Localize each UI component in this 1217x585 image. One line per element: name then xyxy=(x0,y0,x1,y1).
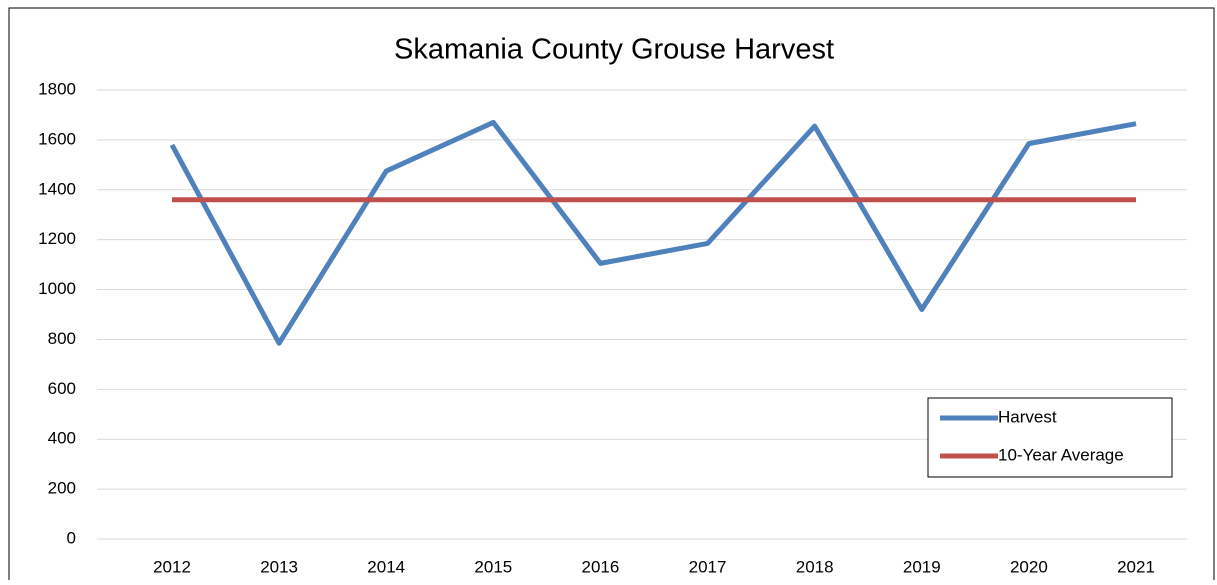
series-line xyxy=(169,119,1137,346)
y-tick-label: 0 xyxy=(67,528,76,547)
x-tick-label: 2015 xyxy=(474,557,512,576)
legend-label: 10-Year Average xyxy=(998,445,1124,464)
y-tick-label: 1400 xyxy=(38,179,76,198)
x-tick-label: 2020 xyxy=(1010,557,1048,576)
x-tick-label: 2019 xyxy=(903,557,941,576)
y-tick-label: 1200 xyxy=(38,229,76,248)
y-tick-label: 1800 xyxy=(38,79,76,98)
chart-title: Skamania County Grouse Harvest xyxy=(394,34,834,66)
x-tick-label: 2021 xyxy=(1117,557,1155,576)
x-tick-label: 2014 xyxy=(367,557,405,576)
y-tick-label: 200 xyxy=(48,479,76,498)
legend-box xyxy=(927,397,1173,478)
x-tick-label: 2017 xyxy=(689,557,727,576)
chart-border xyxy=(8,7,1215,585)
x-tick-label: 2018 xyxy=(796,557,834,576)
y-tick-label: 600 xyxy=(48,379,76,398)
y-tick-label: 800 xyxy=(48,329,76,348)
y-tick-label: 400 xyxy=(48,429,76,448)
x-tick-label: 2016 xyxy=(582,557,620,576)
y-tick-label: 1000 xyxy=(38,279,76,298)
legend-label: Harvest xyxy=(998,407,1057,426)
x-tick-label: 2013 xyxy=(260,557,298,576)
x-tick-label: 2012 xyxy=(153,557,191,576)
y-tick-label: 1600 xyxy=(38,129,76,148)
